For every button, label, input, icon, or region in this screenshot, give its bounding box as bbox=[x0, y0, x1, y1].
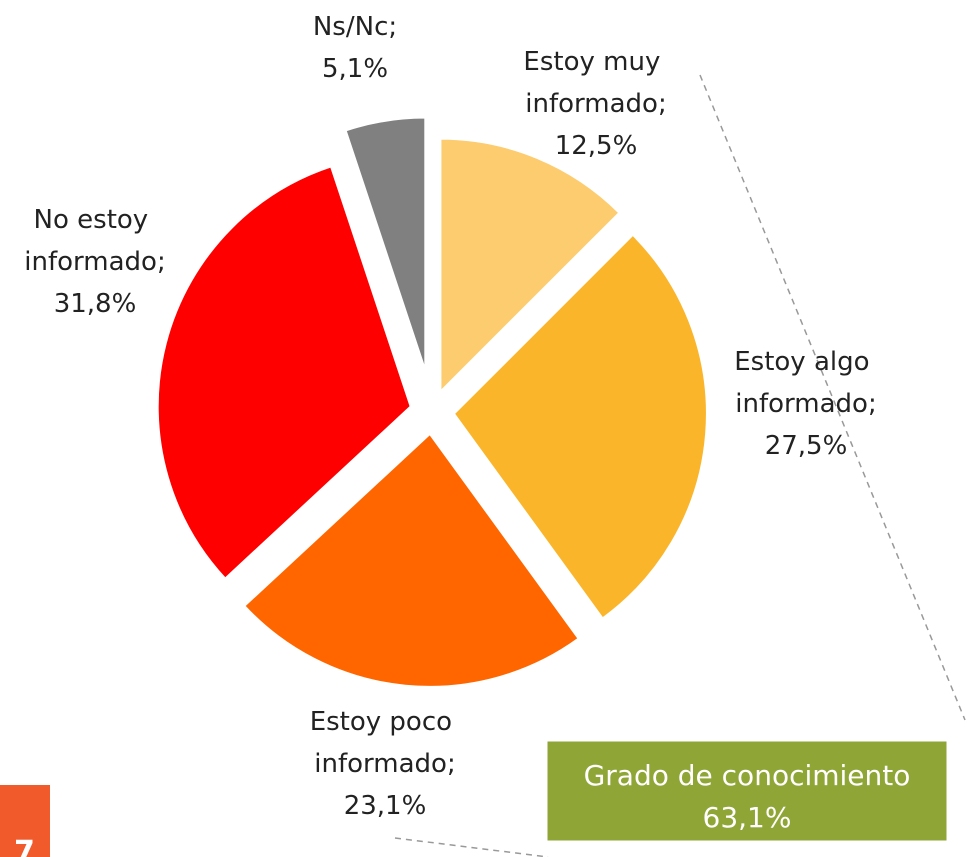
slice-label: No estoy informado; bbox=[24, 205, 165, 277]
summary-text: Grado de conocimiento bbox=[584, 759, 911, 792]
slice-value-label: 23,1% bbox=[344, 791, 427, 821]
pie-slice bbox=[452, 233, 708, 620]
slice-value-label: 31,8% bbox=[54, 289, 137, 319]
slice-label: Estoy poco informado; bbox=[310, 707, 461, 779]
slice-value-label: 27,5% bbox=[765, 431, 848, 461]
slice-value-label: 5,1% bbox=[322, 54, 388, 84]
slice-value-label: 12,5% bbox=[555, 131, 638, 161]
summary-value: 63,1% bbox=[703, 801, 792, 834]
page-number-box bbox=[0, 785, 50, 857]
pie-slice bbox=[242, 432, 580, 688]
slice-label: Estoy muy informado; bbox=[523, 47, 668, 119]
slice-label: Estoy algo informado; bbox=[734, 347, 878, 419]
pie-slice bbox=[344, 116, 427, 371]
pie-slice bbox=[156, 165, 412, 580]
connector bbox=[394, 837, 549, 857]
summary-box bbox=[544, 738, 950, 844]
pie-slice bbox=[439, 137, 621, 395]
slice-label: Ns/Nc; bbox=[313, 12, 397, 42]
page-number: 7 bbox=[14, 835, 35, 857]
